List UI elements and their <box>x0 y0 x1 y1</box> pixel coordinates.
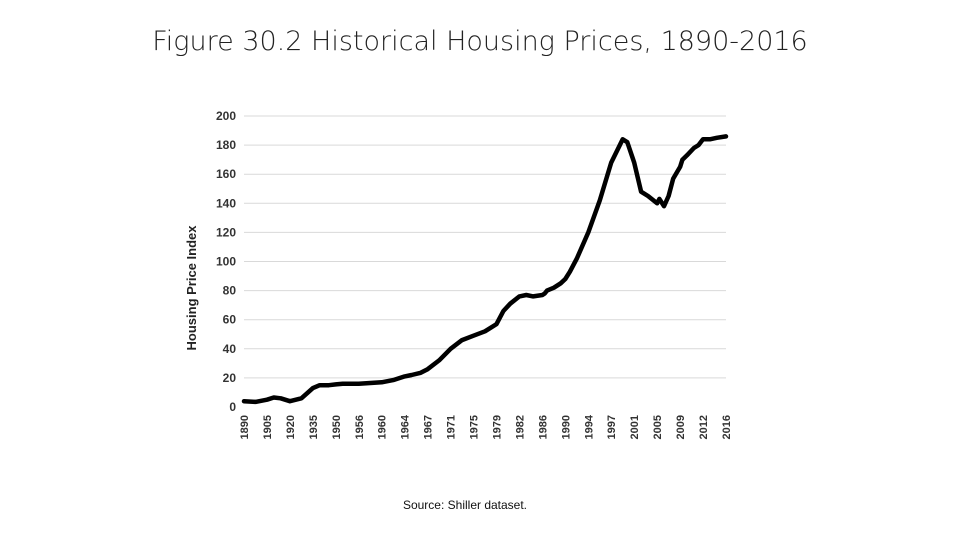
x-tick-label: 1967 <box>423 415 435 439</box>
housing-price-series-line <box>241 134 729 405</box>
x-tick-label: 1975 <box>469 415 481 439</box>
x-tick-label: 1935 <box>308 415 320 439</box>
x-tick-label: 1986 <box>537 415 549 439</box>
x-tick-label: 2012 <box>698 415 710 439</box>
y-tick-label: 100 <box>216 255 236 269</box>
x-axis-ticks: 1890 1905 1920 1935 1950 1956 1960 1964 1967 1971… <box>239 414 733 439</box>
y-tick-label: 80 <box>223 284 237 298</box>
y-tick-label: 40 <box>223 342 237 356</box>
source-note: Source: Shiller dataset. <box>402 498 528 512</box>
y-tick-label: 120 <box>216 225 236 239</box>
y-tick-label: 200 <box>216 109 236 123</box>
x-tick-label: 1950 <box>331 415 343 439</box>
x-tick-label: 1994 <box>583 414 595 439</box>
x-tick-label: 1890 <box>239 415 251 439</box>
y-tick-label: 160 <box>216 167 236 181</box>
x-tick-label: 1964 <box>400 414 412 439</box>
y-tick-label: 0 <box>229 400 236 414</box>
y-axis-label: Housing Price Index <box>184 225 199 351</box>
y-tick-label: 180 <box>216 138 236 152</box>
x-tick-label: 1956 <box>354 415 366 439</box>
x-tick-label: 1960 <box>377 415 389 439</box>
y-tick-label: 140 <box>216 196 236 210</box>
y-axis-ticks: 0 20 40 60 80 100 120 140 160 180 200 <box>216 109 236 414</box>
x-tick-label: 2001 <box>629 415 641 439</box>
grid-lines <box>244 115 726 379</box>
x-tick-label: 1990 <box>560 415 572 439</box>
housing-price-chart: 0 20 40 60 80 100 120 140 160 180 200 1890 1905 1920… <box>184 109 733 439</box>
x-tick-label: 1982 <box>514 415 526 439</box>
x-tick-label: 1997 <box>606 415 618 439</box>
y-tick-label: 20 <box>223 371 237 385</box>
x-tick-label: 2009 <box>675 415 687 439</box>
x-tick-label: 1979 <box>491 415 503 439</box>
x-tick-label: 1905 <box>262 415 274 439</box>
x-tick-label: 1971 <box>446 415 458 439</box>
x-tick-label: 2005 <box>652 415 664 439</box>
x-tick-label: 1920 <box>285 415 297 439</box>
slide-title: Figure 30.2 Historical Housing Prices, 1… <box>152 26 808 57</box>
y-tick-label: 60 <box>223 313 237 327</box>
x-tick-label: 2016 <box>721 415 733 439</box>
